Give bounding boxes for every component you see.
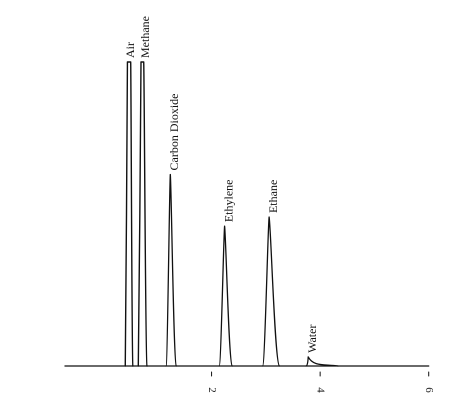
tick-label-2: 2 xyxy=(206,387,218,393)
peak-label-ethylene: Ethylene xyxy=(221,180,235,223)
peak-ethane xyxy=(261,216,281,367)
peak-label-air: Air xyxy=(123,42,137,58)
peak-label-layer: Air Methane Carbon Dioxide Ethylene Ethane Wa… xyxy=(123,16,319,353)
peak-ethylene xyxy=(218,225,233,367)
peak-methane xyxy=(137,61,148,367)
tick-label-6: 6 xyxy=(423,387,435,393)
peak-water xyxy=(305,356,339,367)
trace-layer xyxy=(64,61,430,367)
peak-label-water: Water xyxy=(305,325,319,353)
tick-label-4: 4 xyxy=(315,387,327,393)
tick-layer: 2 4 6 xyxy=(206,371,435,393)
peak-air xyxy=(124,61,134,367)
peak-label-methane: Methane xyxy=(138,16,152,58)
peak-label-ethane: Ethane xyxy=(266,180,280,213)
peak-label-carbon-dioxide: Carbon Dioxide xyxy=(167,93,181,170)
peak-carbon-dioxide xyxy=(165,173,177,367)
